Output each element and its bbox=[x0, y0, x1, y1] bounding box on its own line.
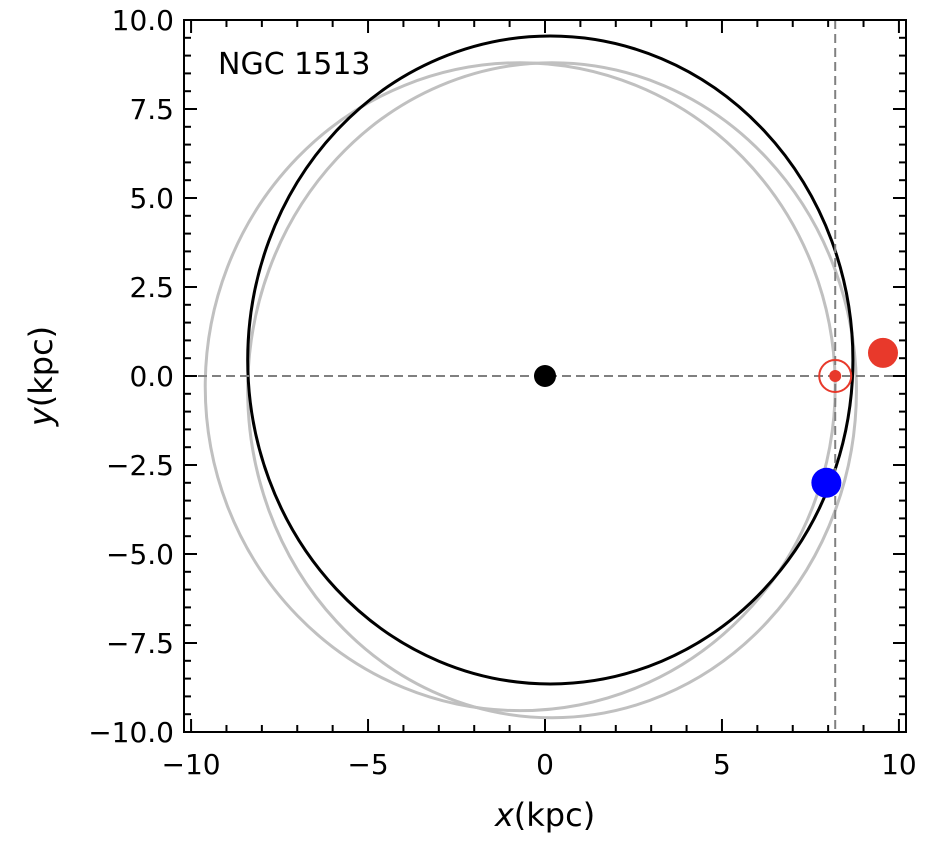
chart-annotation: NGC 1513 bbox=[218, 47, 371, 82]
y-tick-labels: 10.0 7.5 5.0 2.5 0.0 −2.5 −5.0 −7.5 −10.0 bbox=[88, 4, 174, 749]
y-axis-symbol: y bbox=[22, 406, 60, 427]
point-layer bbox=[534, 337, 898, 498]
x-tick-label: 5 bbox=[713, 748, 731, 781]
x-tick-label: 10 bbox=[881, 748, 917, 781]
x-tick-label: 0 bbox=[536, 748, 554, 781]
x-axis-label: x(kpc) bbox=[494, 796, 595, 834]
plot-frame bbox=[183, 19, 907, 733]
y-tick-label: 2.5 bbox=[129, 271, 174, 304]
data-point-2 bbox=[867, 337, 898, 368]
y-tick-label: −5.0 bbox=[106, 538, 174, 571]
y-tick-label: 10.0 bbox=[112, 4, 174, 37]
sun-symbol-dot bbox=[829, 370, 842, 382]
x-tick-labels: −10 −5 0 5 10 bbox=[162, 748, 917, 781]
y-tick-label: −10.0 bbox=[88, 716, 174, 749]
x-axis-symbol: x bbox=[494, 796, 515, 834]
y-axis-label: y(kpc) bbox=[22, 326, 60, 427]
y-tick-label: 5.0 bbox=[129, 182, 174, 215]
data-point-3 bbox=[811, 467, 842, 498]
x-axis-unit: (kpc) bbox=[514, 796, 595, 834]
orbit-path-2 bbox=[246, 61, 858, 720]
y-tick-label: −7.5 bbox=[106, 627, 174, 660]
tick-layer bbox=[184, 19, 906, 733]
data-point-1 bbox=[534, 365, 556, 387]
y-tick-label: 7.5 bbox=[129, 93, 174, 126]
y-axis-unit: (kpc) bbox=[22, 326, 60, 407]
y-tick-label: −2.5 bbox=[106, 449, 174, 482]
y-tick-label: 0.0 bbox=[129, 360, 174, 393]
x-tick-label: −10 bbox=[162, 748, 221, 781]
orbit-path-3 bbox=[246, 34, 855, 686]
x-tick-label: −5 bbox=[347, 748, 388, 781]
sun-symbol-ring bbox=[818, 359, 853, 393]
